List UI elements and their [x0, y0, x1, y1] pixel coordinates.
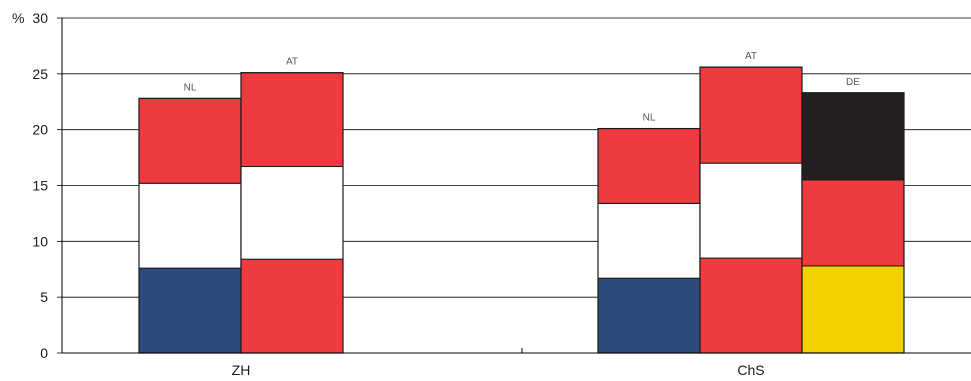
axes: [57, 17, 971, 354]
x-category-label: ZH: [232, 362, 251, 378]
y-unit-label: %: [12, 10, 24, 26]
bar-segment: [240, 258, 344, 354]
bar-segment: [801, 265, 905, 354]
bar-segment: [597, 128, 701, 204]
y-tick-label: 0: [40, 345, 48, 361]
bar-segment: [699, 257, 803, 354]
y-tick-label: 25: [32, 66, 48, 82]
bar-label: NL: [184, 82, 197, 93]
bar-segment: [138, 267, 242, 354]
y-tick-label: 20: [32, 122, 48, 138]
bar-segment: [801, 179, 905, 267]
bar-segment: [699, 66, 803, 164]
bar-segment: [138, 97, 242, 184]
bar-label: AT: [745, 51, 757, 62]
bar-segment: [240, 72, 344, 168]
y-tick-label: 30: [32, 10, 48, 26]
bar-segment: [801, 92, 905, 181]
bar-segment: [597, 202, 701, 279]
bar-label: AT: [286, 57, 298, 68]
bar-segment: [138, 182, 242, 269]
x-category-label: ChS: [737, 362, 764, 378]
labels: 0 5 10 15 20 25 30% NL AT NL AT DE ZH ChS: [12, 10, 860, 378]
y-tick-label: 5: [40, 289, 48, 305]
y-tick-label: 15: [32, 178, 48, 194]
bars: [138, 66, 905, 354]
y-tick-label: 10: [32, 233, 48, 249]
bar-label: NL: [643, 113, 656, 124]
bar-segment: [699, 162, 803, 259]
bar-segment: [240, 166, 344, 260]
bar-segment: [597, 277, 701, 354]
bar-label: DE: [846, 77, 860, 88]
